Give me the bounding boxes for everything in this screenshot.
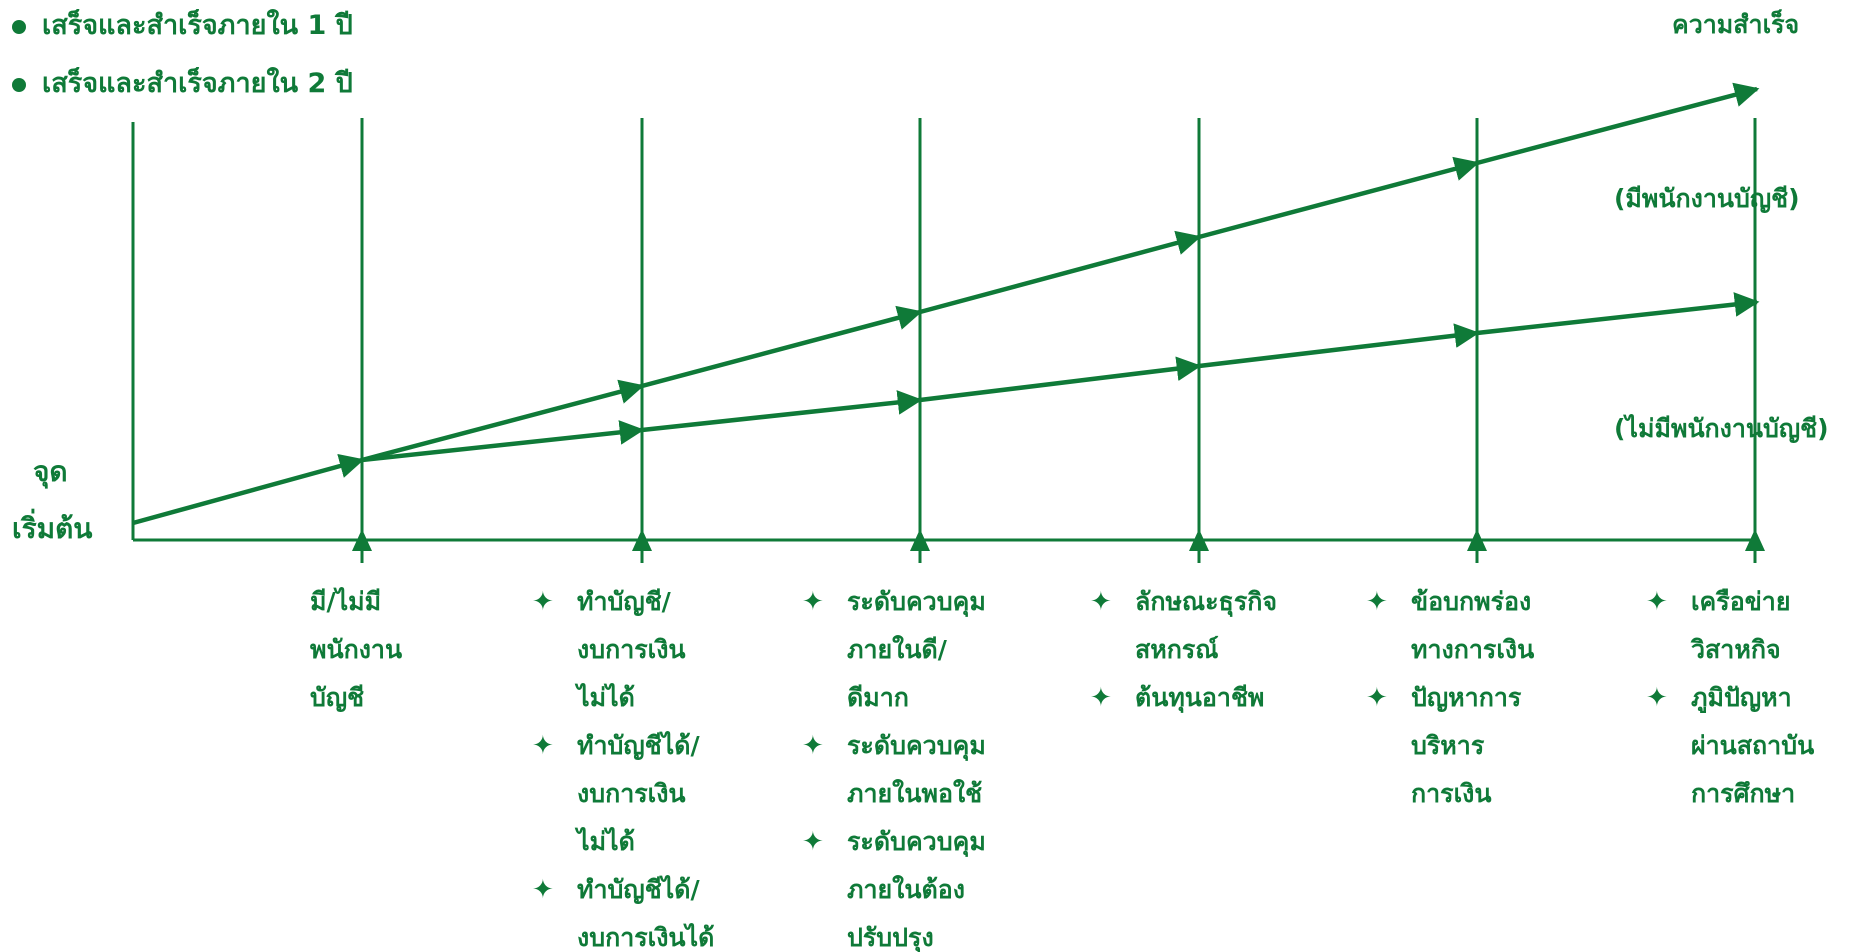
stage-column-5: ✦ ข้อบกพร่อง ทางการเงิน ✦ ปัญหาการ บริหา… (1366, 578, 1534, 818)
column-text: สหกรณ์ (1135, 635, 1219, 664)
stage-column-1: มี/ไม่มี พนักงาน บัญชี (310, 578, 402, 722)
lower-trend-segment (919, 356, 1202, 403)
upper-trend-segment (919, 230, 1202, 315)
column-item: ✦ ระดับควบคุม ภายในดี/ ดีมาก (802, 578, 986, 722)
four-point-star-icon: ✦ (1646, 587, 1668, 617)
column-text: ปรับปรุง (847, 923, 934, 952)
stage-column-4: ✦ ลักษณะธุรกิจ สหกรณ์ ✦ ต้นทุนอาชีพ (1090, 578, 1277, 722)
four-point-star-icon: ✦ (532, 731, 554, 761)
bullet-dot-icon (12, 77, 26, 92)
column-item: ✦ ลักษณะธุรกิจ สหกรณ์ (1090, 578, 1277, 674)
stage-column-2: ✦ ทำบัญชี/ งบการเงิน ไม่ได้ ✦ ทำบัญชีได้… (532, 578, 714, 952)
start-label-line1: จุด (33, 455, 68, 488)
trend-start-segment (132, 453, 365, 526)
column-text: งบการเงิน (577, 635, 686, 664)
four-point-star-icon: ✦ (1646, 683, 1668, 713)
four-point-star-icon: ✦ (802, 587, 824, 617)
upper-trend-segment (641, 305, 923, 389)
column-item: ✦ ข้อบกพร่อง ทางการเงิน (1366, 578, 1534, 674)
column-text: บริหาร (1411, 731, 1485, 760)
four-point-star-icon: ✦ (532, 875, 554, 905)
bullet-dot-icon (12, 19, 26, 34)
column-text: ดีมาก (847, 683, 909, 712)
column-text: การศึกษา (1691, 779, 1796, 808)
column-text: ระดับควบคุม (847, 827, 986, 856)
column-text: งบการเงิน (577, 779, 686, 808)
four-point-star-icon: ✦ (1090, 683, 1112, 713)
column-text: ภายในดี/ (847, 635, 947, 664)
four-point-star-icon: ✦ (1366, 683, 1388, 713)
column-text: ข้อบกพร่อง (1411, 587, 1532, 616)
column-text: ทำบัญชี/ (577, 587, 671, 616)
legend-item-1: เสร็จและสำเร็จภายใน 1 ปี (12, 9, 353, 43)
legend-label: เสร็จและสำเร็จภายใน 2 ปี (42, 68, 353, 99)
legend-label: เสร็จและสำเร็จภายใน 1 ปี (42, 10, 353, 41)
lower-trend-segment (1476, 292, 1760, 336)
column-item: ✦ ทำบัญชี/ งบการเงิน ไม่ได้ (532, 578, 714, 722)
column-item: ✦ ต้นทุนอาชีพ (1090, 674, 1277, 722)
column-item: ✦ เครือข่าย วิสาหกิจ (1646, 578, 1814, 674)
column-item: ✦ ระดับควบคุม ภายในต้อง ปรับปรุง (802, 818, 986, 952)
lower-trend-segment (361, 420, 645, 463)
column-text: มี/ไม่มี (310, 587, 382, 616)
upper-trend-segment (1198, 156, 1480, 240)
stage-column-3: ✦ ระดับควบคุม ภายในดี/ ดีมาก ✦ ระดับควบค… (802, 578, 986, 952)
arrow-up-icon (352, 529, 372, 563)
column-text: ต้นทุนอาชีพ (1135, 683, 1265, 712)
legend-item-2: เสร็จและสำเร็จภายใน 2 ปี (12, 67, 353, 101)
column-text: ไม่ได้ (577, 827, 635, 856)
column-text: ภายในพอใช้ (847, 779, 983, 808)
without-accountant-label: (ไม่มีพนักงานบัญชี) (1614, 414, 1829, 443)
arrow-up-icon (1745, 529, 1765, 563)
column-text: ลักษณะธุรกิจ (1135, 587, 1278, 616)
arrow-up-icon (1189, 529, 1209, 563)
four-point-star-icon: ✦ (802, 731, 824, 761)
column-text: งบการเงินได้ (577, 923, 715, 952)
success-label: ความสำเร็จ (1672, 10, 1800, 39)
column-text: การเงิน (1411, 779, 1492, 808)
column-text: ทำบัญชีได้/ (577, 731, 700, 760)
up-arrows (352, 529, 1765, 563)
column-item: ✦ ทำบัญชีได้/ งบการเงินได้ (532, 866, 714, 952)
column-text: วิสาหกิจ (1691, 635, 1781, 664)
column-text: ทางการเงิน (1411, 635, 1535, 664)
column-text: บัญชี (310, 683, 365, 712)
column-text: ภายในต้อง (847, 875, 965, 904)
column-text: ระดับควบคุม (847, 731, 986, 760)
four-point-star-icon: ✦ (1090, 587, 1112, 617)
four-point-star-icon: ✦ (802, 827, 824, 857)
column-text: พนักงาน (310, 635, 403, 664)
column-item: ✦ ปัญหาการ บริหาร การเงิน (1366, 674, 1534, 818)
arrow-up-icon (1467, 529, 1487, 563)
column-text: ปัญหาการ (1411, 683, 1522, 712)
with-accountant-label: (มีพนักงานบัญชี) (1614, 184, 1800, 213)
column-item: ✦ ระดับควบคุม ภายในพอใช้ (802, 722, 986, 818)
lower-trend-segment (641, 390, 923, 433)
lower-trend-segment (1198, 323, 1480, 369)
column-text: เครือข่าย (1691, 587, 1791, 616)
start-label-line2: เริ่มต้น (12, 512, 93, 545)
arrow-up-icon (910, 529, 930, 563)
column-text: ภูมิปัญหา (1691, 683, 1792, 712)
column-item: ✦ ภูมิปัญหา ผ่านสถาบัน การศึกษา (1646, 674, 1814, 818)
column-item: ✦ ทำบัญชีได้/ งบการเงิน ไม่ได้ (532, 722, 714, 866)
arrow-up-icon (632, 529, 652, 563)
column-text: ไม่ได้ (577, 683, 635, 712)
column-text: ระดับควบคุม (847, 587, 986, 616)
four-point-star-icon: ✦ (1366, 587, 1388, 617)
stage-column-6: ✦ เครือข่าย วิสาหกิจ ✦ ภูมิปัญหา ผ่านสถา… (1646, 578, 1814, 818)
column-text: ทำบัญชีได้/ (577, 875, 700, 904)
upper-trend-segment (1476, 82, 1760, 166)
four-point-star-icon: ✦ (532, 587, 554, 617)
upper-trend-segment (361, 379, 645, 463)
column-text: ผ่านสถาบัน (1691, 731, 1815, 760)
